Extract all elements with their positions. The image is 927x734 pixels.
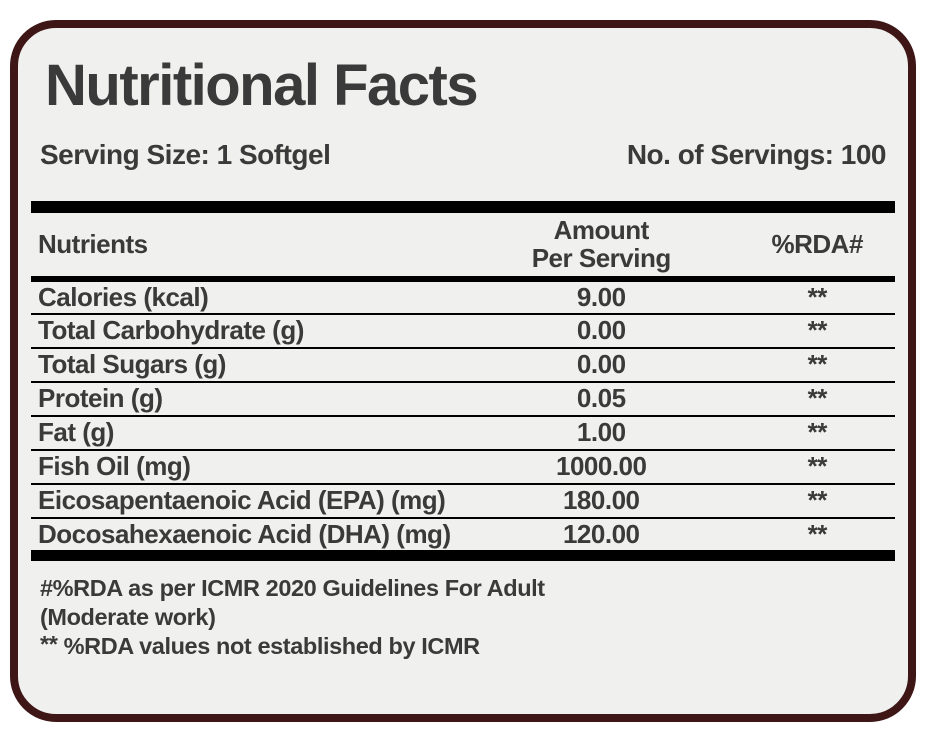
table-row: Calories (kcal) 9.00 ** [31, 278, 895, 315]
table-row: Total Carbohydrate (g) 0.00 ** [31, 313, 895, 349]
nutrient-rda: ** [739, 347, 895, 383]
nutrition-label-card: Nutritional Facts Serving Size: 1 Softge… [10, 20, 916, 722]
serving-size-label: Serving Size: 1 Softgel [40, 138, 331, 170]
nutrient-rda: ** [739, 483, 895, 519]
table-row: Eicosapentaenoic Acid (EPA) (mg) 180.00 … [31, 483, 895, 519]
table-row: Fat (g) 1.00 ** [31, 415, 895, 451]
footnote-asterisk-marker: ** [40, 631, 58, 658]
table-row: Total Sugars (g) 0.00 ** [31, 347, 895, 383]
servings-count-label: No. of Servings: 100 [626, 138, 887, 170]
header-row: Nutrients Amount Per Serving %RDA# [31, 200, 895, 282]
nutrient-name: Eicosapentaenoic Acid (EPA) (mg) [31, 483, 463, 519]
footnote-not-established-text: %RDA values not established by ICMR [63, 633, 480, 660]
footnote-moderate-work: (Moderate work) [40, 604, 216, 631]
footnote-not-established: ** %RDA values not established by ICMR [40, 631, 895, 661]
nutrient-name: Calories (kcal) [31, 278, 463, 315]
nutrient-amount: 0.00 [463, 313, 740, 349]
nutrient-amount: 9.00 [463, 278, 740, 315]
nutrient-name: Total Sugars (g) [31, 347, 463, 383]
nutrient-amount: 1.00 [463, 415, 740, 451]
footnote-rda-guideline: #%RDA as per ICMR 2020 Guidelines For Ad… [40, 574, 545, 601]
nutrient-name: Docosahexaenoic Acid (DHA) (mg) [31, 517, 463, 561]
nutrient-amount: 0.00 [463, 347, 740, 383]
nutrient-rda: ** [739, 313, 895, 349]
nutrient-amount: 120.00 [463, 517, 740, 561]
nutrient-name: Protein (g) [31, 381, 463, 417]
footnotes: #%RDA as per ICMR 2020 Guidelines For Ad… [31, 574, 895, 661]
nutrient-rda: ** [739, 381, 895, 417]
nutrient-amount: 180.00 [463, 483, 740, 519]
nutrient-name: Fish Oil (mg) [31, 449, 463, 485]
nutrient-rda: ** [739, 449, 895, 485]
nutrient-rda: ** [739, 278, 895, 315]
nutrition-table-body: Calories (kcal) 9.00 ** Total Carbohydra… [31, 278, 895, 561]
page-title: Nutritional Facts [45, 53, 479, 118]
table-row: Fish Oil (mg) 1000.00 ** [31, 449, 895, 485]
nutrient-rda: ** [739, 517, 895, 561]
table-row: Docosahexaenoic Acid (DHA) (mg) 120.00 *… [31, 517, 895, 561]
header-amount-per-serving: Amount Per Serving [463, 200, 740, 282]
header-rda: %RDA# [739, 200, 895, 282]
nutrition-table-header: Nutrients Amount Per Serving %RDA# [31, 200, 895, 282]
header-amount-line2: Per Serving [531, 243, 672, 274]
serving-info-row: Serving Size: 1 Softgel No. of Servings:… [31, 139, 895, 171]
nutrient-amount: 1000.00 [463, 449, 740, 485]
nutrient-name: Total Carbohydrate (g) [31, 313, 463, 349]
header-amount-line1: Amount [553, 214, 650, 245]
header-nutrients: Nutrients [31, 200, 463, 282]
nutrient-rda: ** [739, 415, 895, 451]
nutrient-amount: 0.05 [463, 381, 740, 417]
nutrition-table: Nutrients Amount Per Serving %RDA# Calor… [31, 200, 895, 561]
nutrient-name: Fat (g) [31, 415, 463, 451]
table-row: Protein (g) 0.05 ** [31, 381, 895, 417]
